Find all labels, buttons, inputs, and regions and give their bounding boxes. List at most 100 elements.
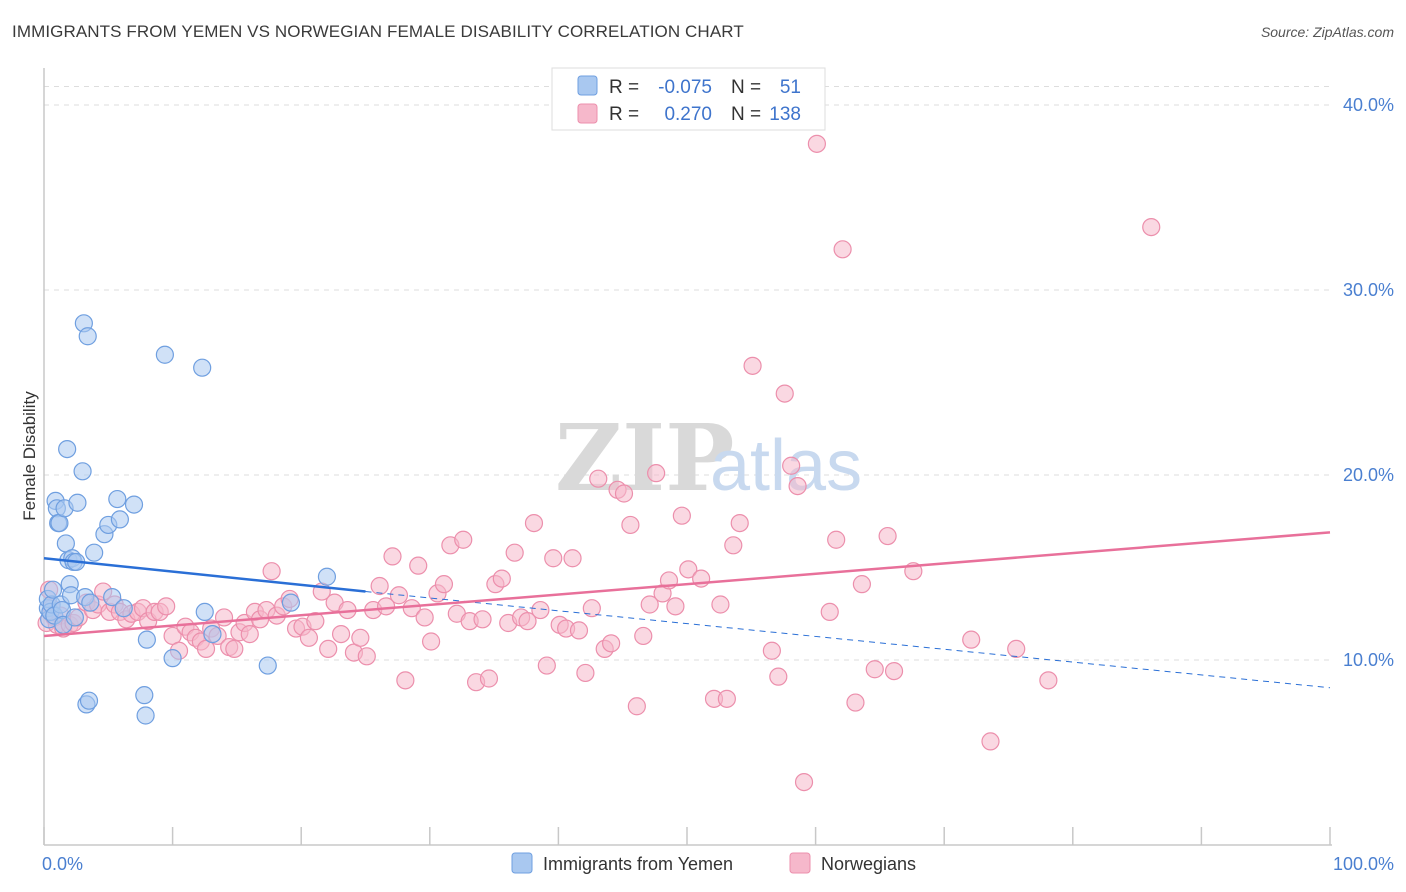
y-tick-label-40: 40.0% xyxy=(1343,95,1394,115)
yemen-trend-line xyxy=(43,557,366,593)
legend-r-value-1: 0.270 xyxy=(664,104,712,125)
norwegians-point-73 xyxy=(454,530,473,549)
norwegians-point-52 xyxy=(319,639,338,659)
yemen-point-31 xyxy=(85,543,104,562)
norwegians-point-77 xyxy=(479,669,499,688)
norwegians-point-70 xyxy=(434,575,454,594)
bottom-legend-label-norwegians: Norwegians xyxy=(821,854,916,874)
norwegians-trend-line xyxy=(43,531,1331,638)
norwegians-point-98 xyxy=(614,484,634,503)
norwegians-point-114 xyxy=(730,513,749,533)
norwegians-point-84 xyxy=(524,513,544,533)
norwegians-point-118 xyxy=(775,384,794,403)
norwegians-point-112 xyxy=(717,689,736,708)
norwegians-point-108 xyxy=(679,560,698,579)
source-label: Source: ZipAtlas.com xyxy=(1260,24,1394,40)
norwegians-point-93 xyxy=(582,599,601,618)
norwegians-point-50 xyxy=(306,612,325,631)
yemen-point-50 xyxy=(81,593,100,612)
norwegians-point-119 xyxy=(782,456,801,475)
yemen-point-16 xyxy=(58,440,77,459)
legend-r-value-0: -0.075 xyxy=(658,77,712,98)
yemen-trend-extension xyxy=(365,591,1331,689)
norwegians-point-68 xyxy=(421,632,441,651)
norwegians-point-83 xyxy=(518,612,537,631)
axes xyxy=(43,68,1332,846)
yemen-point-35 xyxy=(108,489,127,509)
yemen-point-29 xyxy=(78,327,97,346)
norwegians-point-94 xyxy=(589,469,608,488)
yemen-point-40 xyxy=(136,706,155,725)
norwegians-point-107 xyxy=(672,506,691,525)
watermark: ZIP atlas xyxy=(555,404,862,512)
yemen-point-42 xyxy=(155,345,174,364)
norwegians-point-124 xyxy=(827,530,846,549)
norwegians-point-96 xyxy=(602,634,621,653)
norwegians-point-87 xyxy=(544,549,563,568)
y-tick-label-20: 20.0% xyxy=(1343,465,1394,485)
norwegians-point-58 xyxy=(357,647,376,666)
y-tick-label-10: 10.0% xyxy=(1343,650,1394,670)
yemen-points xyxy=(38,314,337,725)
norwegians-point-67 xyxy=(415,608,434,627)
norwegians-point-106 xyxy=(666,597,685,616)
legend-r-label-1: R = xyxy=(609,104,639,125)
watermark-zip: ZIP xyxy=(555,404,734,512)
legend-n-value-1: 138 xyxy=(769,104,801,125)
yemen-point-36 xyxy=(110,510,129,529)
norwegians-point-134 xyxy=(1007,639,1026,659)
norwegians-point-49 xyxy=(299,628,319,647)
yemen-point-5 xyxy=(43,580,63,599)
legend-swatch-norwegians xyxy=(577,103,598,124)
norwegians-point-120 xyxy=(788,477,807,496)
yemen-point-34 xyxy=(103,587,122,607)
norwegians-point-127 xyxy=(852,575,871,594)
y-axis-title: Female Disability xyxy=(20,391,39,521)
yemen-point-46 xyxy=(203,624,222,644)
yemen-point-37 xyxy=(114,599,133,618)
legend: R = -0.075 N = 51 R = 0.270 N = 138 xyxy=(551,67,826,131)
yemen-point-39 xyxy=(135,686,154,705)
yemen-point-41 xyxy=(137,630,156,649)
norwegians-point-123 xyxy=(820,602,839,622)
norwegians-point-99 xyxy=(621,515,640,535)
norwegians-point-117 xyxy=(769,667,788,686)
norwegians-point-61 xyxy=(376,597,396,616)
norwegians-point-76 xyxy=(473,610,492,629)
norwegians-point-132 xyxy=(962,630,981,649)
norwegians-point-102 xyxy=(640,595,659,614)
yemen-point-24 xyxy=(68,493,87,512)
yemen-point-38 xyxy=(124,495,144,514)
yemen-point-43 xyxy=(163,649,182,668)
norwegians-point-60 xyxy=(370,576,389,596)
legend-n-label-1: N = xyxy=(731,104,761,125)
norwegians-point-133 xyxy=(981,732,1000,751)
norwegians-point-86 xyxy=(537,656,556,675)
yemen-point-45 xyxy=(195,602,214,622)
norwegians-point-62 xyxy=(383,547,402,566)
norwegians-point-34 xyxy=(214,608,234,627)
norwegians-point-90 xyxy=(563,549,582,568)
norwegians-point-36 xyxy=(225,639,244,659)
norwegians-point-130 xyxy=(884,661,904,681)
legend-n-label-0: N = xyxy=(731,77,761,98)
legend-r-label-0: R = xyxy=(609,77,639,98)
norwegians-point-116 xyxy=(762,641,781,660)
norwegians-point-66 xyxy=(409,556,428,575)
x-ticks xyxy=(43,827,1331,845)
yemen-point-30 xyxy=(79,691,99,710)
yemen-point-47 xyxy=(258,656,277,675)
trend-lines xyxy=(43,531,1331,689)
legend-swatch-yemen xyxy=(577,75,598,96)
norwegians-point-43 xyxy=(262,562,281,581)
norwegians-point-79 xyxy=(492,569,511,588)
norwegians-point-129 xyxy=(878,526,897,546)
norwegians-point-113 xyxy=(724,536,743,555)
y-tick-labels: 10.0% 20.0% 30.0% 40.0% xyxy=(1343,95,1394,670)
norwegians-point-91 xyxy=(569,621,589,640)
norwegians-point-92 xyxy=(576,663,595,683)
norwegians-point-24 xyxy=(157,597,176,616)
norwegians-point-121 xyxy=(794,772,814,792)
norwegians-point-136 xyxy=(1142,218,1161,237)
